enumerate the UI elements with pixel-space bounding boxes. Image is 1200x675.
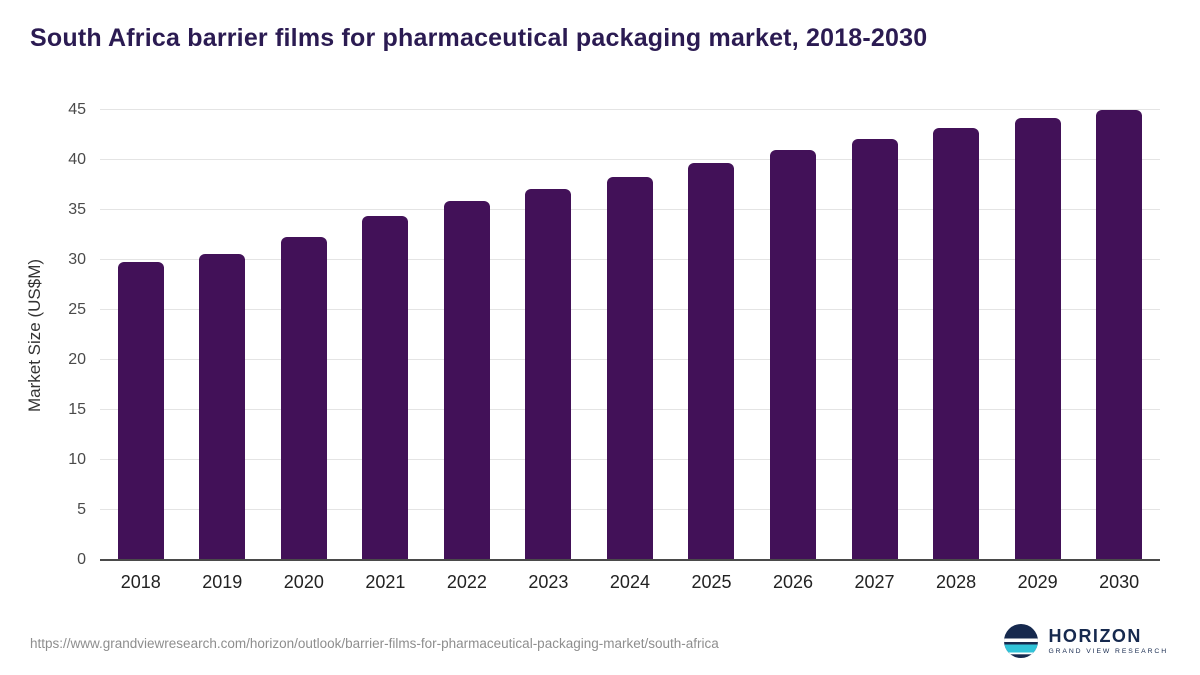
y-tick-30: 30 xyxy=(68,251,86,269)
bar-slot-2021 xyxy=(345,110,427,560)
bar-2024 xyxy=(606,177,653,560)
horizon-logo: HORIZON GRAND VIEW RESEARCH xyxy=(1003,623,1168,659)
bar-slot-2020 xyxy=(263,110,345,560)
bar-slot-2025 xyxy=(671,110,753,560)
gridline-45 xyxy=(100,109,1160,110)
x-tick-2019: 2019 xyxy=(202,572,243,592)
bar-2022 xyxy=(443,201,490,560)
x-tick-2022: 2022 xyxy=(446,572,487,592)
horizon-logo-icon xyxy=(1004,624,1039,658)
bar-slot-2029 xyxy=(997,110,1079,560)
x-axis-line xyxy=(100,559,1160,561)
chart-title: South Africa barrier films for pharmaceu… xyxy=(30,24,928,52)
x-tick-2020: 2020 xyxy=(283,572,324,592)
bar-slot-2023 xyxy=(508,110,590,560)
bar-slot-2027 xyxy=(834,110,916,560)
bar-2026 xyxy=(770,150,817,560)
logo-subtext: GRAND VIEW RESEARCH xyxy=(1048,647,1168,655)
bar-2027 xyxy=(851,139,898,560)
bar-slot-2028 xyxy=(915,110,997,560)
y-tick-10: 10 xyxy=(68,451,86,468)
bar-2029 xyxy=(1014,118,1061,560)
source-url: https://www.grandviewresearch.com/horizo… xyxy=(30,636,719,651)
x-tick-2026: 2026 xyxy=(772,572,814,592)
y-axis-label: Market Size (US$M) xyxy=(25,258,44,412)
bar-series xyxy=(100,110,1160,560)
bar-slot-2018 xyxy=(100,110,182,560)
bar-2023 xyxy=(525,189,572,560)
x-tick-2023: 2023 xyxy=(528,572,569,592)
x-axis-ticks: 2018 2019 2020 2021 2022 2023 2024 2025 2026 2027… xyxy=(100,572,1160,593)
y-tick-5: 5 xyxy=(77,501,86,518)
logo-name: HORIZON xyxy=(1048,626,1142,647)
y-tick-15: 15 xyxy=(68,401,86,419)
gridline-40 xyxy=(100,159,1160,160)
y-tick-45: 45 xyxy=(68,101,86,118)
x-tick-2025: 2025 xyxy=(691,572,732,592)
bar-slot-2026 xyxy=(752,110,834,560)
y-tick-20: 20 xyxy=(68,351,86,368)
x-tick-2028: 2028 xyxy=(936,572,977,592)
bar-2025 xyxy=(688,163,735,560)
logo-text-block: HORIZON GRAND VIEW RESEARCH xyxy=(1048,627,1168,655)
y-tick-25: 25 xyxy=(68,301,86,318)
bar-slot-2024 xyxy=(589,110,671,560)
x-tick-2027: 2027 xyxy=(854,572,895,592)
y-tick-0: 0 xyxy=(77,551,86,568)
bar-slot-2019 xyxy=(182,110,264,560)
bar-2020 xyxy=(280,237,327,560)
footer: https://www.grandviewresearch.com/horizo… xyxy=(0,617,1200,675)
bar-2019 xyxy=(199,254,246,560)
x-tick-2029: 2029 xyxy=(1017,572,1058,592)
bar-2021 xyxy=(362,216,409,560)
y-tick-35: 35 xyxy=(68,201,86,218)
x-tick-2021: 2021 xyxy=(365,572,406,592)
bar-slot-2022 xyxy=(426,110,508,560)
bar-2028 xyxy=(933,128,980,560)
x-tick-2018: 2018 xyxy=(120,572,161,592)
y-tick-40: 40 xyxy=(68,151,86,168)
bar-2030 xyxy=(1096,110,1143,560)
bar-slot-2030 xyxy=(1078,110,1160,560)
bar-2018 xyxy=(117,262,164,560)
x-tick-2024: 2024 xyxy=(609,572,650,592)
x-tick-2030: 2030 xyxy=(1099,572,1140,592)
plot-area: 0 5 10 15 20 25 30 35 40 45 xyxy=(68,102,1160,568)
